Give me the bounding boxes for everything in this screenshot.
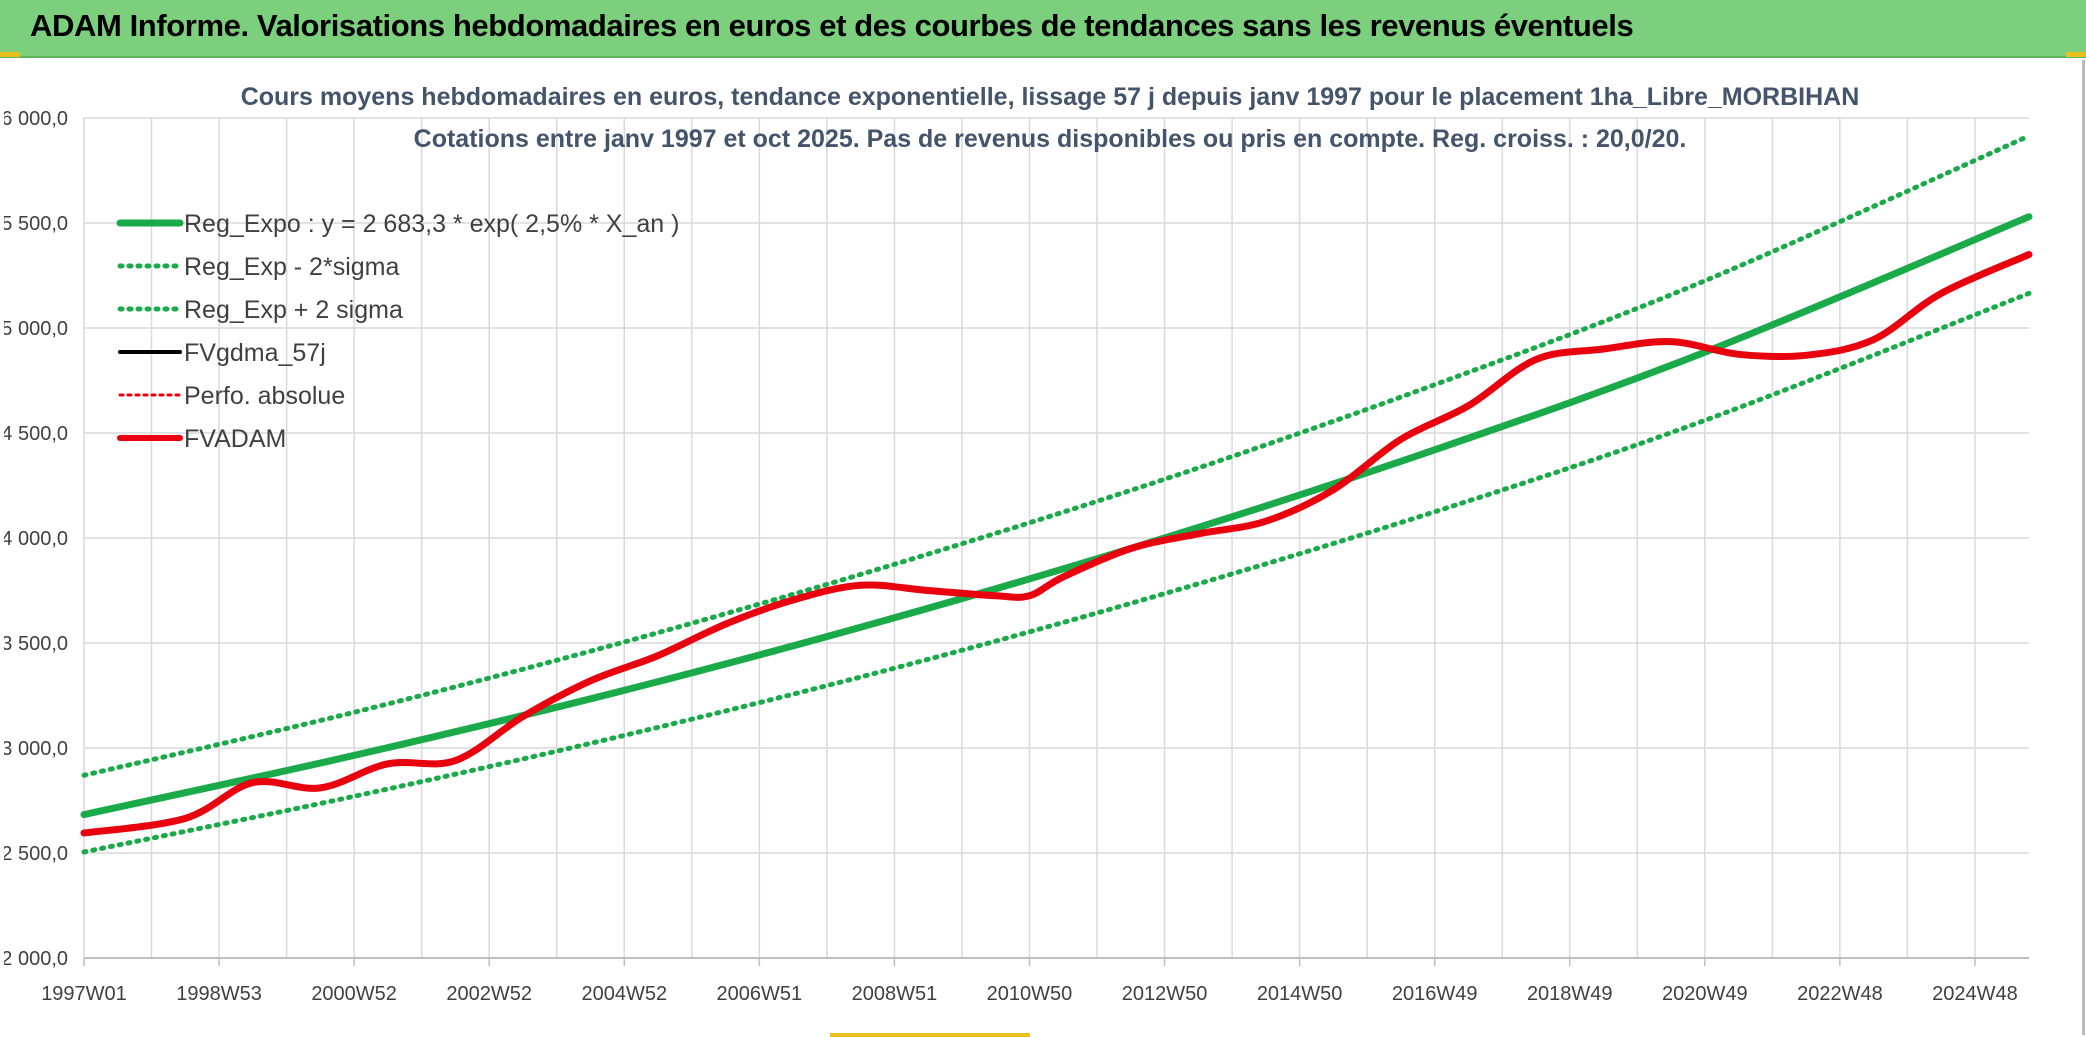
axis-layer: 2 000,0 2 500,0 3 000,0 3 500,0 4 000,0 4 500… [4,108,2029,1005]
y-tick-label: 3 000,0 [4,738,68,760]
y-tick-label: 3 500,0 [4,633,68,655]
legend-label: Reg_Expo : y = 2 683,3 * exp( 2,5% * X_a… [184,210,679,238]
series-reg-expo [80,213,2033,819]
series-layer [80,133,2033,855]
legend-label: FVgdma_57j [184,339,326,367]
y-tick-label: 2 500,0 [4,843,68,865]
y-tick-label: 4 500,0 [4,423,68,445]
x-tick-label: 2000W52 [311,983,397,1005]
series-fvadam [80,251,2033,837]
y-tick-label: 6 000,0 [4,108,68,130]
x-tick-label: 2018W49 [1527,983,1613,1005]
x-tick-label: 2014W50 [1257,983,1343,1005]
y-tick-label: 2 000,0 [4,948,68,970]
y-tick-label: 5 500,0 [4,213,68,235]
series-reg-exp-minus-2sigma [81,290,2032,855]
bottom-accent [830,1033,1030,1037]
x-tick-label: 2020W49 [1662,983,1748,1005]
corner-accent-right [2066,52,2086,57]
banner: ADAM Informe. Valorisations hebdomadaire… [0,0,2086,58]
legend-label: FVADAM [184,425,286,453]
x-tick-label: 2010W50 [987,983,1073,1005]
legend-label: Perfo. absolue [184,382,345,410]
banner-title: ADAM Informe. Valorisations hebdomadaire… [30,8,1634,43]
chart-subtitle: Cotations entre janv 1997 et oct 2025. P… [414,125,1687,153]
x-tick-label: 2022W48 [1797,983,1883,1005]
x-tick-label: 2016W49 [1392,983,1478,1005]
y-tick-label: 4 000,0 [4,528,68,550]
line-chart: 2 000,0 2 500,0 3 000,0 3 500,0 4 000,0 4 500… [4,83,2033,1005]
chart-frame: 2 000,0 2 500,0 3 000,0 3 500,0 4 000,0 4 500… [4,60,2085,1035]
x-tick-label: 1997W01 [41,983,127,1005]
corner-accent-left [0,52,20,57]
chart-title: Cours moyens hebdomadaires en euros, ten… [241,83,1860,111]
x-tick-label: 2006W51 [717,983,803,1005]
x-tick-label: 1998W53 [176,983,262,1005]
y-tick-label: 5 000,0 [4,318,68,340]
series-reg-exp-plus-2sigma [81,133,2032,778]
x-tick-label: 2012W50 [1122,983,1208,1005]
legend-label: Reg_Exp + 2 sigma [184,296,403,324]
x-tick-label: 2024W48 [1932,983,2018,1005]
x-tick-label: 2004W52 [581,983,667,1005]
x-tick-label: 2008W51 [852,983,938,1005]
grid-layer [83,117,2029,959]
x-tick-label: 2002W52 [446,983,532,1005]
legend: Reg_Expo : y = 2 683,3 * exp( 2,5% * X_a… [116,210,679,453]
legend-label: Reg_Exp - 2*sigma [184,253,399,281]
